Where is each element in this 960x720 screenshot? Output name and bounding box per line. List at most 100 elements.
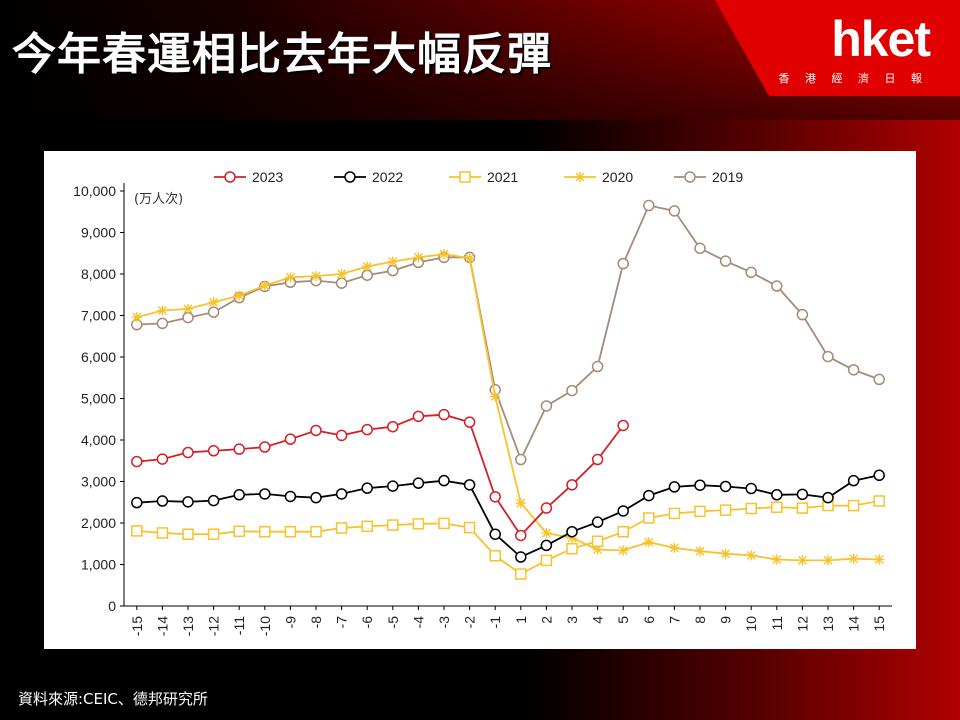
data-point-2020 xyxy=(183,303,193,314)
data-point-2022 xyxy=(489,528,501,540)
data-point-2019 xyxy=(515,453,527,466)
source-note: 資料來源:CEIC、德邦研究所 xyxy=(18,690,208,708)
legend-marker-2021 xyxy=(459,171,471,183)
data-point-2019 xyxy=(694,242,706,255)
data-point-2023 xyxy=(412,410,425,423)
data-point-2022 xyxy=(566,525,578,538)
data-point-2021 xyxy=(284,525,297,538)
data-point-2021 xyxy=(796,502,809,514)
data-point-2023 xyxy=(515,529,527,542)
data-point-2021 xyxy=(463,521,476,534)
data-point-2020 xyxy=(259,280,270,291)
x-tick-label: -11 xyxy=(231,616,247,635)
y-tick-label: 4,000 xyxy=(81,432,116,448)
data-point-2020 xyxy=(643,537,654,548)
data-point-2022 xyxy=(540,539,553,552)
y-tick-label: 0 xyxy=(108,598,116,614)
data-point-2022 xyxy=(515,551,527,563)
x-tick-label: 7 xyxy=(666,616,682,624)
x-tick-label: 2 xyxy=(538,616,554,624)
legend-label-2022: 2022 xyxy=(372,169,403,185)
data-point-2020 xyxy=(695,546,705,557)
hket-logo: hket xyxy=(831,11,931,67)
x-tick-label: -6 xyxy=(359,616,375,629)
data-point-2019 xyxy=(643,199,655,212)
data-point-2020 xyxy=(311,271,321,282)
y-tick-label: 2,000 xyxy=(81,515,116,531)
data-point-2023 xyxy=(233,443,245,455)
data-point-2020 xyxy=(157,305,168,316)
x-tick-label: 8 xyxy=(692,616,708,624)
data-point-2021 xyxy=(438,517,450,530)
x-tick-label: 15 xyxy=(871,616,887,632)
x-tick-label: -15 xyxy=(129,616,145,636)
x-tick-label: 5 xyxy=(615,616,631,624)
data-point-2019 xyxy=(822,350,834,363)
data-point-2019 xyxy=(668,205,681,217)
data-point-2022 xyxy=(463,479,476,491)
x-tick-label: -3 xyxy=(436,616,452,629)
x-tick-label: -1 xyxy=(487,616,503,629)
data-point-2022 xyxy=(207,494,220,507)
x-tick-label: 12 xyxy=(794,616,810,632)
data-point-2023 xyxy=(284,433,297,445)
data-point-2022 xyxy=(387,480,399,492)
data-point-2021 xyxy=(694,505,706,518)
data-point-2019 xyxy=(591,360,604,373)
legend-label-2019: 2019 xyxy=(712,169,743,185)
data-point-2019 xyxy=(796,308,809,321)
data-point-2020 xyxy=(208,297,219,308)
data-point-2022 xyxy=(335,488,348,500)
data-point-2020 xyxy=(848,553,859,564)
line-chart: 0 1,000 2,000 3,000 4,000 5,000 6,000 7,000 8,00… xyxy=(73,169,892,636)
legend-marker-2023 xyxy=(224,171,236,183)
unit-label: (万人次) xyxy=(134,191,183,207)
x-tick-label: 11 xyxy=(769,616,785,631)
data-point-2020 xyxy=(797,555,808,566)
y-tick-label: 3,000 xyxy=(81,474,116,490)
data-point-2022 xyxy=(131,496,143,509)
x-tick-label: -9 xyxy=(282,616,298,629)
data-point-2020 xyxy=(874,554,885,565)
data-point-2022 xyxy=(591,516,604,528)
legend-label-2023: 2023 xyxy=(252,169,283,185)
data-point-2021 xyxy=(566,542,578,555)
data-point-2022 xyxy=(284,490,297,503)
x-tick-label: 6 xyxy=(641,616,657,624)
data-point-2019 xyxy=(207,306,220,318)
data-point-2021 xyxy=(745,502,757,515)
data-point-2023 xyxy=(489,491,501,503)
data-point-2021 xyxy=(131,525,143,537)
data-point-2020 xyxy=(515,498,526,509)
data-point-2023 xyxy=(591,453,604,466)
x-tick-label: -7 xyxy=(334,616,350,629)
x-tick-label: -14 xyxy=(154,616,170,636)
legend-marker-2020 xyxy=(575,172,585,182)
data-point-2020 xyxy=(131,312,142,323)
data-point-2021 xyxy=(387,519,399,531)
x-tick-label: -2 xyxy=(462,616,478,629)
data-point-2022 xyxy=(310,491,322,504)
slide-title: 今年春運相比去年大幅反彈 xyxy=(12,29,552,80)
x-tick-label: -13 xyxy=(180,616,196,636)
data-point-2019 xyxy=(745,266,757,279)
data-point-2023 xyxy=(438,408,450,421)
data-point-2023 xyxy=(387,420,399,433)
data-point-2021 xyxy=(233,525,245,538)
data-point-2020 xyxy=(823,555,833,566)
data-point-2021 xyxy=(361,520,373,533)
legend-label-2021: 2021 xyxy=(487,169,518,185)
data-point-2021 xyxy=(617,525,629,538)
data-point-2022 xyxy=(694,479,706,491)
data-point-2022 xyxy=(361,482,373,494)
legend-marker-2022 xyxy=(344,171,356,183)
data-point-2020 xyxy=(413,252,424,263)
data-point-2023 xyxy=(361,423,373,436)
data-point-2020 xyxy=(439,249,449,260)
data-point-2020 xyxy=(362,261,373,272)
chart-panel: 0 1,000 2,000 3,000 4,000 5,000 6,000 7,000 8,00… xyxy=(44,151,916,649)
data-point-2023 xyxy=(463,416,476,428)
y-tick-label: 1,000 xyxy=(81,557,116,573)
data-point-2022 xyxy=(822,491,834,504)
data-point-2021 xyxy=(771,501,783,513)
